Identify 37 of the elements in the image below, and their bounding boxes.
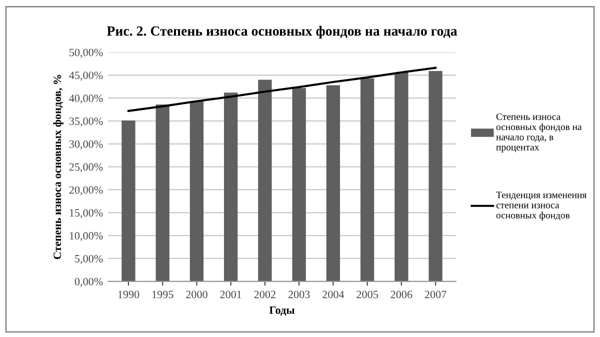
y-tick-label: 0,00% xyxy=(74,278,103,287)
bar xyxy=(224,92,238,282)
x-tick-label: 2005 xyxy=(356,290,378,298)
x-tick-label: 1995 xyxy=(152,290,174,298)
y-tick-label: 45,00% xyxy=(69,72,103,81)
y-tick-label: 30,00% xyxy=(69,140,103,150)
y-tick-label: 10,00% xyxy=(70,232,103,242)
x-axis-title: Годы xyxy=(269,306,295,316)
line-series xyxy=(127,66,437,112)
chart-title: Рис. 2. Степень износа основных фондов на начало года xyxy=(106,26,458,39)
x-tick-label: 2000 xyxy=(186,290,208,298)
y-tick-label: 20,00% xyxy=(69,186,103,196)
bar xyxy=(360,78,374,282)
x-tick-label: 2006 xyxy=(390,290,412,298)
bar xyxy=(122,120,136,282)
bar xyxy=(190,101,204,282)
legend-label: Тенденция изменения степени износа основных фондов xyxy=(496,192,586,220)
y-tick-label: 25,00% xyxy=(69,163,103,172)
bar xyxy=(326,85,340,282)
x-tick-label: 2003 xyxy=(288,290,310,298)
bar xyxy=(258,80,272,282)
bar xyxy=(292,88,306,282)
y-tick-label: 15,00% xyxy=(70,209,103,218)
legend-label: Степень износа основных фондов на начало года, в процентах xyxy=(496,113,582,152)
x-tick-label: 1990 xyxy=(118,290,140,298)
x-tick-label: 2001 xyxy=(220,290,242,298)
x-tick-label: 2004 xyxy=(322,290,344,298)
y-tick-label: 50,00% xyxy=(70,48,103,58)
y-tick-label: 35,00% xyxy=(69,117,103,127)
y-tick-label: 5,00% xyxy=(75,254,103,264)
y-axis-title: Степень износа основных фондов, % xyxy=(53,75,64,260)
bar xyxy=(394,72,408,282)
x-tick-label: 2002 xyxy=(254,290,276,298)
bar xyxy=(156,104,170,282)
x-tick-label: 2007 xyxy=(424,290,446,298)
bar xyxy=(428,71,442,282)
y-tick-label: 40,00% xyxy=(69,94,103,104)
